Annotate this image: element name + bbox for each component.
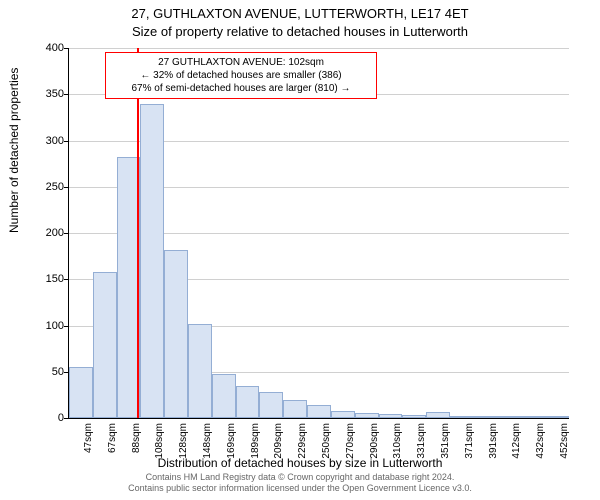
histogram-bar xyxy=(426,412,450,418)
y-tick-mark xyxy=(64,94,68,95)
histogram-bar xyxy=(140,104,164,419)
histogram-bar xyxy=(545,416,569,418)
y-tick-label: 400 xyxy=(34,42,64,54)
histogram-bar xyxy=(402,415,426,418)
annotation-line1: 27 GUTHLAXTON AVENUE: 102sqm xyxy=(112,56,370,69)
histogram-bar xyxy=(236,386,260,418)
histogram-bar xyxy=(212,374,236,418)
y-tick-mark xyxy=(64,326,68,327)
y-tick-label: 300 xyxy=(34,135,64,147)
y-tick-mark xyxy=(64,141,68,142)
marker-line xyxy=(137,48,139,418)
histogram-bar xyxy=(474,416,498,418)
y-tick-label: 150 xyxy=(34,273,64,285)
histogram-bar xyxy=(259,392,283,418)
histogram-bar xyxy=(93,272,117,418)
histogram-bar xyxy=(188,324,212,418)
histogram-bar xyxy=(355,413,379,418)
y-tick-label: 250 xyxy=(34,181,64,193)
y-tick-mark xyxy=(64,233,68,234)
copyright-line2: Contains public sector information licen… xyxy=(0,483,600,494)
histogram-bar xyxy=(164,250,188,418)
y-tick-mark xyxy=(64,372,68,373)
y-tick-mark xyxy=(64,279,68,280)
y-tick-mark xyxy=(64,418,68,419)
y-tick-label: 350 xyxy=(34,88,64,100)
y-tick-label: 100 xyxy=(34,320,64,332)
annotation-line2: ← 32% of detached houses are smaller (38… xyxy=(112,69,370,82)
y-axis-label: Number of detached properties xyxy=(7,68,21,233)
copyright-text: Contains HM Land Registry data © Crown c… xyxy=(0,472,600,494)
annotation-line3: 67% of semi-detached houses are larger (… xyxy=(112,82,370,95)
histogram-bar xyxy=(307,405,331,418)
chart-title-sub: Size of property relative to detached ho… xyxy=(0,24,600,39)
plot-area xyxy=(68,48,569,419)
histogram-bar xyxy=(498,416,522,418)
y-tick-label: 50 xyxy=(34,366,64,378)
copyright-line1: Contains HM Land Registry data © Crown c… xyxy=(0,472,600,483)
annotation-box: 27 GUTHLAXTON AVENUE: 102sqm ← 32% of de… xyxy=(105,52,377,99)
y-tick-label: 0 xyxy=(34,412,64,424)
y-tick-label: 200 xyxy=(34,227,64,239)
histogram-bar xyxy=(331,411,355,418)
y-tick-mark xyxy=(64,187,68,188)
histogram-bar xyxy=(379,414,403,418)
histogram-bar xyxy=(450,416,474,418)
chart-container: 27, GUTHLAXTON AVENUE, LUTTERWORTH, LE17… xyxy=(0,0,600,500)
histogram-bar xyxy=(283,400,307,419)
chart-title-main: 27, GUTHLAXTON AVENUE, LUTTERWORTH, LE17… xyxy=(0,6,600,21)
histogram-bar xyxy=(69,367,93,418)
y-tick-mark xyxy=(64,48,68,49)
grid-line xyxy=(69,48,569,49)
x-axis-label: Distribution of detached houses by size … xyxy=(0,456,600,470)
histogram-bar xyxy=(521,416,545,418)
